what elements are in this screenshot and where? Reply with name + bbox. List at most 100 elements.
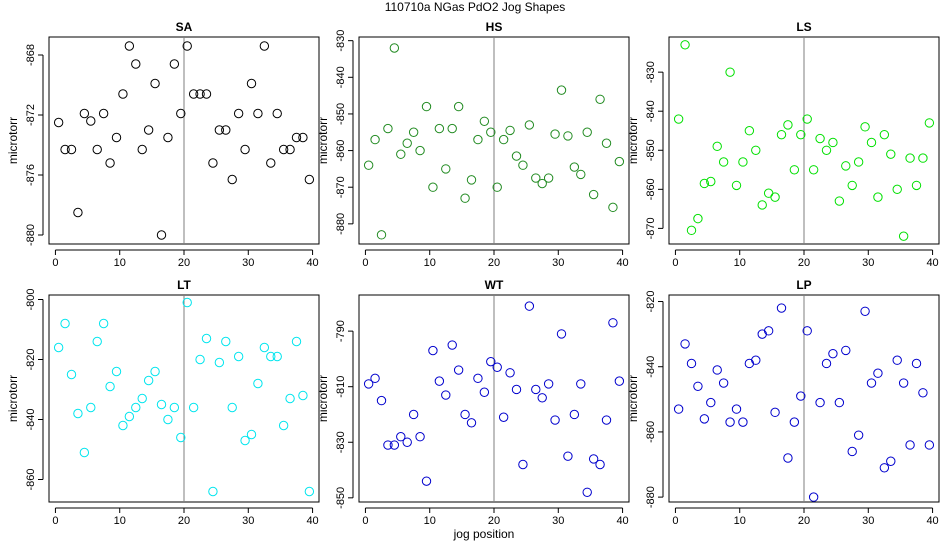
- panel-hs: HS microtorr 0 10 20 30 40 -830 -840 -850 -860 -870…: [316, 20, 630, 269]
- data-point: [680, 40, 690, 50]
- data-point: [518, 160, 528, 170]
- data-point: [821, 145, 832, 155]
- data-point: [272, 351, 282, 362]
- panel-ls: LS microtorr 0 10 20 30 40 -830 -840 -850 -860 -870: [626, 20, 940, 269]
- data-point: [582, 487, 592, 497]
- data-point: [201, 333, 212, 344]
- data-point: [156, 230, 167, 240]
- y-tick-label: -860: [645, 178, 657, 200]
- data-point: [543, 173, 554, 183]
- y-tick-label: -820: [25, 348, 37, 370]
- x-tick-label: 10: [424, 257, 436, 269]
- data-point: [447, 340, 457, 350]
- data-point: [556, 85, 567, 95]
- y-tick-label: -880: [335, 213, 347, 235]
- data-point: [60, 318, 70, 329]
- data-point: [163, 414, 173, 425]
- data-point: [725, 67, 735, 77]
- data-point: [763, 326, 774, 336]
- x-tick-label: 20: [488, 515, 500, 527]
- y-axis-label: microtorr: [316, 117, 330, 164]
- data-point: [718, 157, 729, 167]
- x-tick-label: 0: [672, 515, 678, 527]
- x-tick-label: 30: [242, 515, 254, 527]
- y-axis-label: microtorr: [6, 117, 20, 164]
- data-point: [473, 134, 483, 145]
- data-point: [137, 144, 147, 155]
- y-tick-label: -876: [25, 164, 37, 186]
- data-point: [60, 144, 70, 155]
- data-point: [214, 357, 225, 368]
- data-point: [105, 381, 115, 392]
- data-point: [363, 379, 374, 389]
- data-point: [486, 356, 496, 367]
- x-tick-label: 10: [114, 515, 126, 527]
- data-point: [473, 373, 483, 384]
- data-point: [860, 122, 870, 132]
- x-tick-label: 10: [114, 257, 126, 269]
- data-point: [834, 196, 845, 206]
- data-point: [227, 402, 237, 413]
- data-point: [569, 162, 580, 172]
- data-point: [66, 369, 77, 380]
- data-point: [595, 459, 605, 470]
- data-point: [505, 125, 515, 136]
- data-point: [98, 318, 109, 329]
- data-point: [118, 89, 128, 99]
- data-point: [259, 342, 270, 353]
- panel-title: WT: [485, 278, 504, 292]
- data-point: [731, 404, 742, 414]
- data-point: [214, 125, 225, 135]
- data-point: [453, 101, 464, 112]
- data-point: [291, 132, 302, 143]
- panel-lt: LT microtorr 0 10 20 30 40 -800 -820 -840 -860: [6, 278, 320, 527]
- data-point: [86, 116, 96, 126]
- data-point: [402, 437, 412, 447]
- data-point: [505, 368, 515, 378]
- data-point: [79, 447, 90, 458]
- y-tick-label: -840: [335, 66, 347, 88]
- y-tick-label: -870: [335, 176, 347, 198]
- data-point: [847, 446, 857, 457]
- x-tick-label: 10: [734, 257, 746, 269]
- data-point: [86, 402, 96, 413]
- data-point: [143, 375, 154, 386]
- data-point: [434, 123, 445, 134]
- data-point: [428, 182, 438, 192]
- data-point: [911, 180, 922, 191]
- data-point: [188, 402, 199, 413]
- data-point: [569, 409, 580, 420]
- data-point: [479, 116, 490, 126]
- data-point: [363, 160, 374, 170]
- data-point: [291, 336, 302, 347]
- y-tick-label: -810: [335, 376, 347, 398]
- panel-wt: WT microtorr 0 10 20 30 40 -790 -810 -830 -850: [316, 278, 630, 527]
- x-tick-label: 40: [616, 515, 628, 527]
- data-point: [169, 402, 180, 413]
- data-point: [182, 41, 192, 51]
- x-tick-label: 40: [306, 257, 318, 269]
- y-tick-label: -800: [25, 288, 37, 310]
- data-point: [124, 41, 135, 51]
- data-point: [693, 213, 703, 224]
- data-point: [415, 432, 425, 442]
- data-point: [783, 120, 793, 130]
- data-point: [246, 429, 257, 440]
- panel-title: LP: [796, 278, 811, 292]
- data-point: [408, 127, 419, 137]
- x-tick-label: 20: [178, 257, 190, 269]
- data-point: [815, 397, 825, 408]
- data-point: [201, 89, 212, 99]
- data-point: [543, 379, 554, 389]
- data-point: [240, 144, 250, 155]
- data-point: [421, 476, 432, 486]
- data-point: [531, 173, 541, 183]
- data-point: [396, 149, 406, 159]
- data-point: [253, 378, 263, 389]
- data-point: [298, 390, 308, 401]
- data-point: [576, 169, 586, 180]
- data-point: [163, 132, 173, 143]
- data-point: [796, 129, 806, 140]
- y-axis-label: microtorr: [6, 375, 20, 422]
- data-point: [757, 329, 767, 339]
